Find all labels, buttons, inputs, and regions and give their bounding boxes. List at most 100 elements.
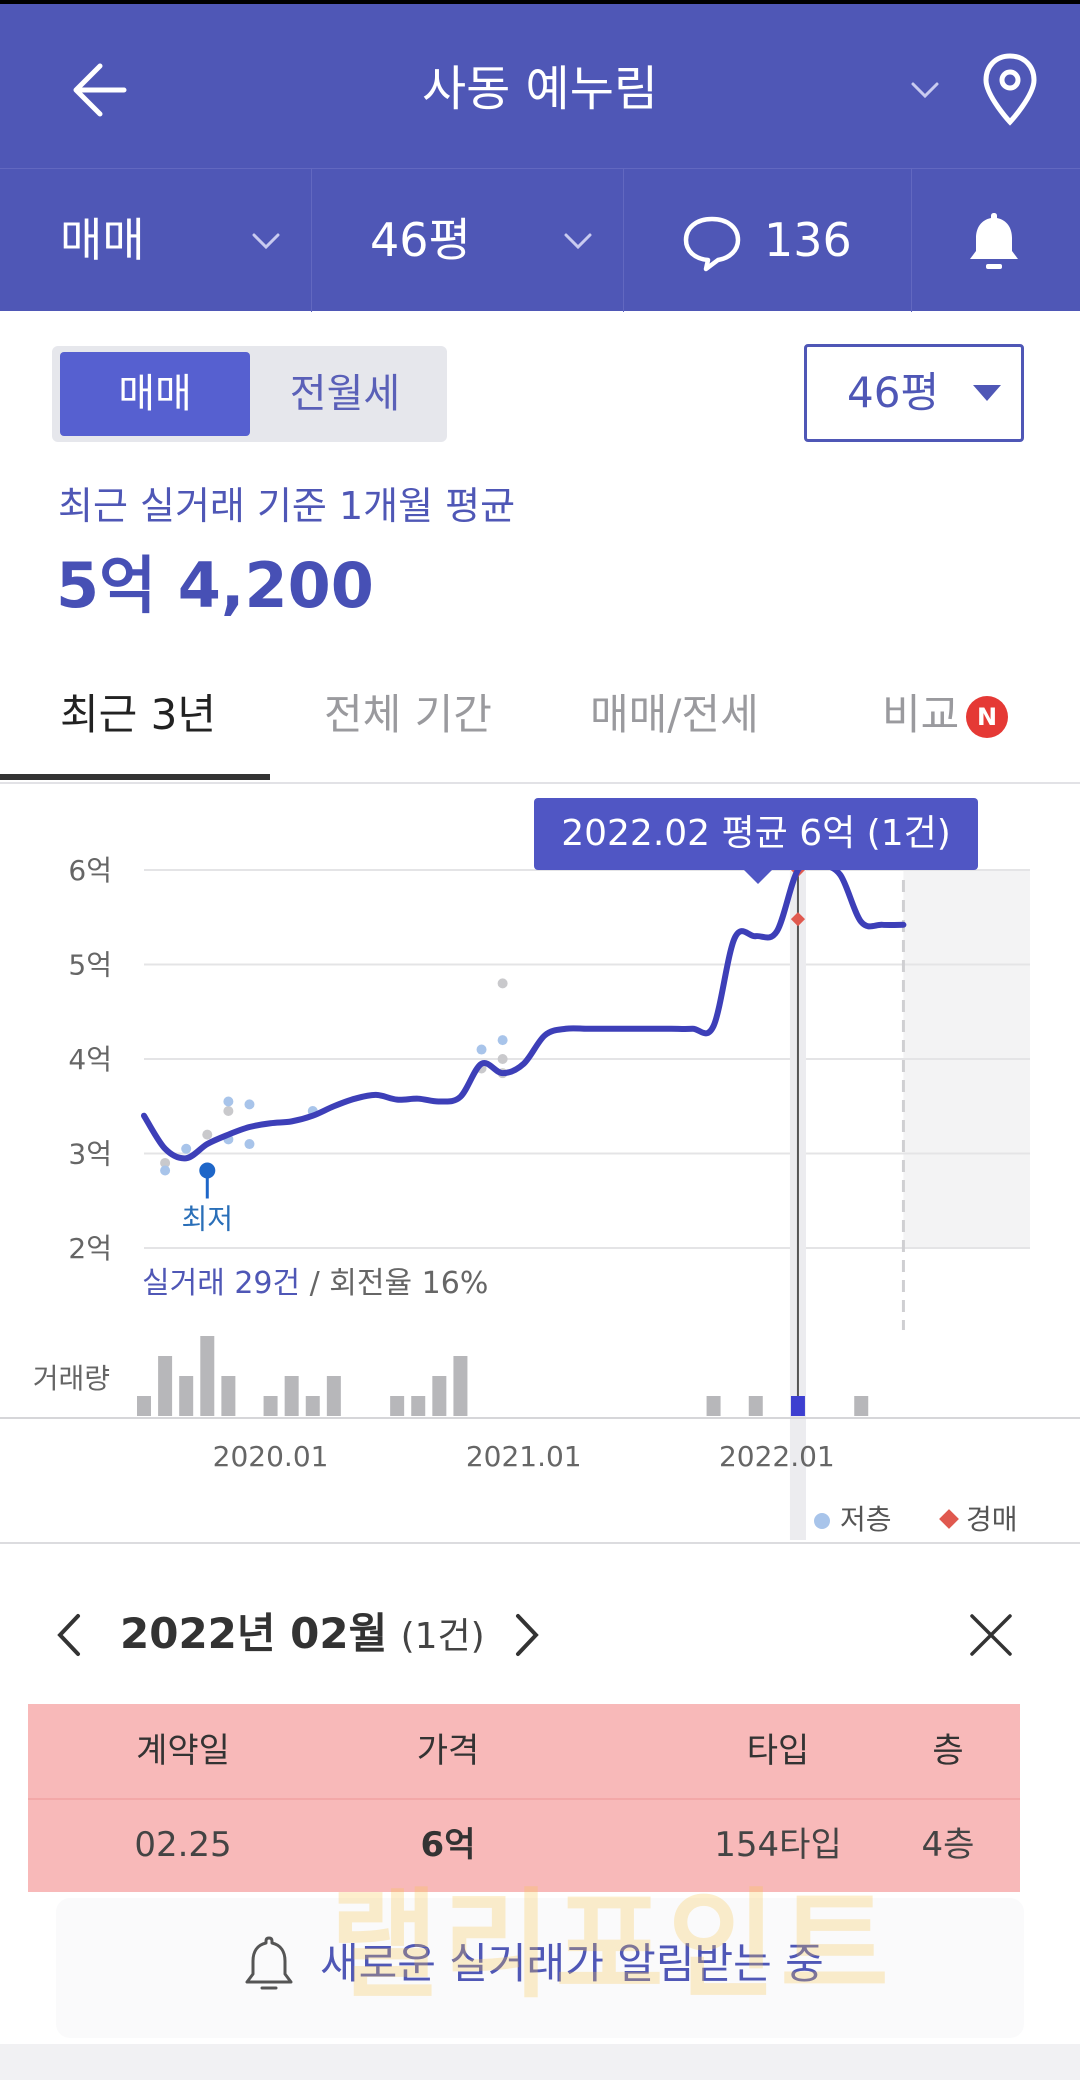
volume-bar (179, 1376, 194, 1416)
volume-bar (284, 1376, 299, 1416)
volume-bar (326, 1376, 341, 1416)
volume-axis-label: 거래량 (33, 1362, 110, 1395)
turnover-rate: / 회전율 16% (300, 1266, 489, 1301)
back-arrow-icon[interactable] (60, 50, 140, 130)
recent-average-label: 최근 실거래 기준 1개월 평균 (58, 484, 516, 528)
chevron-right-icon[interactable] (506, 1610, 546, 1660)
y-tick-label: 2억 (68, 1232, 112, 1265)
volume-bar (453, 1356, 468, 1416)
row-floor: 4층 (921, 1825, 975, 1865)
chevron-down-icon[interactable] (905, 70, 945, 110)
divider (0, 1542, 1080, 1544)
month-title: 2022년 02월 (1건) (120, 1604, 485, 1667)
chevron-down-icon (252, 233, 280, 250)
legend-low-floor-label: 저층 (840, 1503, 892, 1536)
low-floor-point (160, 1165, 171, 1176)
tab-sale-jeonse[interactable]: 매매/전세 (590, 690, 759, 739)
caret-down-icon (973, 385, 1001, 401)
bell-outline-icon (245, 1936, 293, 1990)
close-icon[interactable] (966, 1610, 1016, 1660)
toggle-rent[interactable]: 전월세 (289, 371, 401, 417)
size-dropdown[interactable]: 46평 (312, 169, 624, 312)
row-contract-date: 02.25 (134, 1825, 232, 1865)
bell-icon (970, 213, 1018, 269)
deal-type-label: 매매 (60, 213, 145, 267)
deal-type-dropdown[interactable]: 매매 (0, 169, 312, 312)
recent-average-value: 5억 4,200 (56, 549, 374, 622)
y-tick-label: 3억 (68, 1138, 112, 1171)
volume-bar (432, 1376, 447, 1416)
volume-bar (748, 1396, 763, 1416)
lowest-marker-label: 최저 (182, 1203, 234, 1236)
bottom-strip (0, 2044, 1080, 2080)
chevron-down-icon (564, 233, 592, 250)
chevron-left-icon[interactable] (50, 1610, 90, 1660)
trade-point (497, 1054, 508, 1064)
table-divider (28, 1798, 1020, 1800)
trade-stats: 실거래 29건 / 회전율 16% (142, 1264, 488, 1304)
volume-bar (411, 1396, 426, 1416)
chart-tooltip: 2022.02 평균 6억 (1건) (534, 798, 978, 870)
size-label: 46평 (370, 213, 471, 267)
volume-bar (158, 1356, 173, 1416)
volume-bar (790, 1396, 805, 1416)
low-floor-point (223, 1096, 234, 1107)
low-floor-point (244, 1099, 255, 1110)
app-bar: 사동 예누림 (0, 0, 1080, 168)
col-floor: 층 (932, 1731, 964, 1771)
transaction-table: 계약일 가격 타입 층 02.25 6억 154타입 4층 (28, 1704, 1020, 1892)
x-tick-label: 2020.01 (213, 1440, 329, 1473)
volume-bar (706, 1396, 721, 1416)
notification-text: 새로운 실거래가 알림받는 중 (320, 1939, 824, 1988)
volume-bar (390, 1396, 405, 1416)
legend-low-floor-dot (814, 1513, 830, 1529)
x-tick-label: 2021.01 (466, 1440, 582, 1473)
volume-bar (263, 1396, 278, 1416)
volume-bar (200, 1336, 215, 1416)
col-type: 타입 (746, 1731, 810, 1771)
volume-bar (854, 1396, 869, 1416)
tab-compare[interactable]: 비교 (882, 690, 960, 739)
row-price: 6억 (420, 1825, 476, 1865)
y-tick-label: 6억 (68, 854, 112, 887)
volume-bar (305, 1396, 320, 1416)
volume-bar (137, 1396, 151, 1416)
tab-all-period[interactable]: 전체 기간 (324, 690, 492, 739)
y-tick-label: 5억 (68, 949, 112, 982)
low-floor-point (497, 1035, 508, 1046)
trade-count: 실거래 29건 (142, 1266, 301, 1301)
x-tick-label: 2022.01 (719, 1440, 835, 1473)
legend-auction-label: 경매 (966, 1503, 1018, 1536)
new-badge: N (966, 696, 1008, 738)
trade-point (160, 1157, 171, 1168)
auction-point (790, 912, 806, 927)
tab-recent-3y[interactable]: 최근 3년 (60, 690, 216, 739)
period-tabs: 최근 3년 전체 기간 매매/전세 비교 N (0, 660, 1080, 784)
low-floor-point (244, 1139, 255, 1150)
month-label: 2022년 02월 (120, 1609, 388, 1658)
row-type: 154타입 (714, 1825, 842, 1865)
low-floor-point (181, 1143, 192, 1154)
alarm-button[interactable] (912, 169, 1080, 312)
toggle-sale[interactable]: 매매 (60, 352, 250, 436)
page-title[interactable]: 사동 예누림 (421, 61, 659, 117)
comments-button[interactable]: 136 (624, 169, 912, 312)
tooltip-caret (744, 870, 772, 884)
map-pin-icon[interactable] (980, 52, 1040, 128)
filter-bar: 매매 46평 136 (0, 168, 1080, 312)
trade-point (497, 978, 508, 989)
notification-banner[interactable]: 새로운 실거래가 알림받는 중 (56, 1898, 1024, 2038)
size-select[interactable]: 46평 (804, 344, 1024, 442)
price-trend-line (141, 860, 907, 1162)
trade-point (223, 1105, 234, 1116)
col-price: 가격 (416, 1731, 480, 1771)
size-select-label: 46평 (847, 368, 940, 417)
col-contract-date: 계약일 (136, 1731, 230, 1771)
month-count: (1건) (400, 1616, 485, 1657)
y-tick-label: 4억 (68, 1043, 112, 1076)
comment-count: 136 (764, 213, 852, 267)
trade-point (202, 1129, 213, 1140)
lowest-marker-dot (199, 1162, 216, 1179)
volume-bar (221, 1376, 236, 1416)
